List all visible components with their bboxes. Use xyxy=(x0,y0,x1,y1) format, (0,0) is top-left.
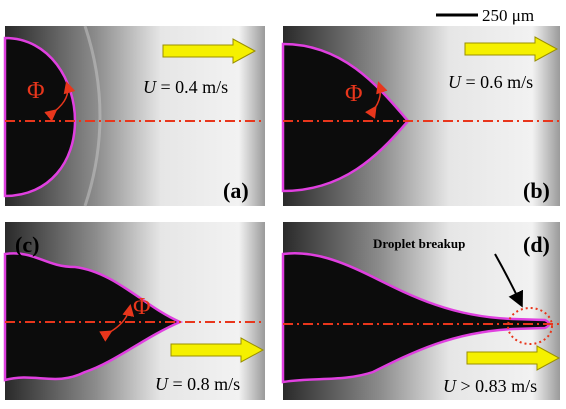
annotation: Droplet breakup xyxy=(373,236,465,251)
angle-symbol: Φ xyxy=(27,78,45,104)
velocity: U = 0.6 m/s xyxy=(448,72,533,92)
panel-label: (c) xyxy=(15,232,39,257)
figure: 250 μm Φ U = 0.4 m/s (a) Φ U = 0.6 m/s (… xyxy=(0,0,566,404)
velocity-symbol: U xyxy=(443,376,457,396)
panel-label: (d) xyxy=(523,232,550,257)
panel: Φ U = 0.8 m/s (c) xyxy=(5,222,265,400)
velocity-value: > 0.83 m/s xyxy=(461,376,538,396)
panel: Φ U = 0.6 m/s (b) xyxy=(283,26,560,206)
panel-label: (b) xyxy=(523,178,550,203)
velocity-value: = 0.8 m/s xyxy=(173,374,241,394)
panel: Φ U = 0.4 m/s (a) xyxy=(5,26,265,206)
velocity-symbol: U xyxy=(448,72,462,92)
angle-symbol: Φ xyxy=(345,81,363,107)
velocity-symbol: U xyxy=(143,77,157,97)
panel-label: (a) xyxy=(223,178,249,203)
velocity-symbol: U xyxy=(155,374,169,394)
velocity: U = 0.4 m/s xyxy=(143,77,228,97)
scale-label: 250 μm xyxy=(482,6,534,25)
velocity: U = 0.8 m/s xyxy=(155,374,240,394)
velocity-value: = 0.6 m/s xyxy=(466,72,534,92)
velocity: U > 0.83 m/s xyxy=(443,376,537,396)
velocity-value: = 0.4 m/s xyxy=(161,77,229,97)
angle-symbol: Φ xyxy=(133,294,151,320)
panel: Droplet breakup (d) U > 0.83 m/s xyxy=(283,222,560,400)
